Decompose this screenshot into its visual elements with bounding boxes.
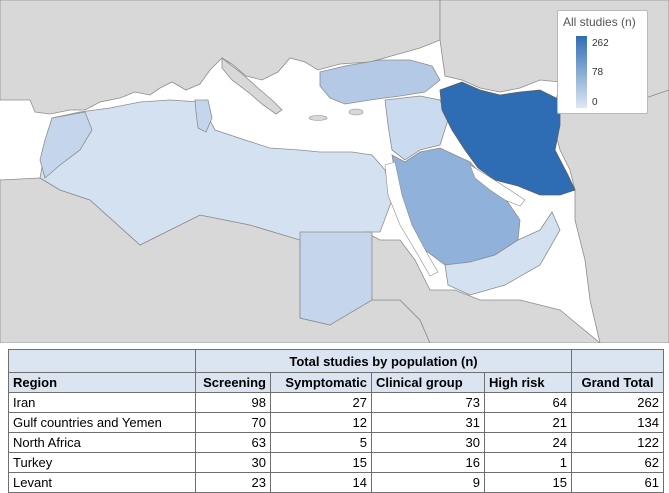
cell-screening: 98 bbox=[195, 392, 271, 413]
region-iran[interactable] bbox=[439, 81, 576, 196]
region-levant bbox=[384, 95, 449, 161]
cell-symptomatic: 27 bbox=[270, 392, 372, 413]
table-row: Turkey 30 15 16 1 62 bbox=[8, 452, 664, 473]
col-clinical-group: Clinical group bbox=[371, 372, 485, 393]
cell-high-risk: 1 bbox=[484, 452, 572, 473]
table-group-header-row: Total studies by population (n) bbox=[8, 349, 664, 373]
col-screening: Screening bbox=[195, 372, 271, 393]
group-header: Total studies by population (n) bbox=[195, 349, 572, 373]
cell-clinical-group: 9 bbox=[371, 472, 485, 493]
cell-screening: 23 bbox=[195, 472, 271, 493]
table-row: Gulf countries and Yemen 70 12 31 21 134 bbox=[8, 412, 664, 433]
col-high-risk: High risk bbox=[484, 372, 572, 393]
cell-region: North Africa bbox=[8, 432, 196, 453]
north-africa-sudan bbox=[299, 231, 373, 326]
region-turkey bbox=[319, 59, 441, 105]
italy bbox=[221, 57, 283, 115]
north-africa-tunisia bbox=[194, 99, 213, 133]
cell-region: Levant bbox=[8, 472, 196, 493]
cell-screening: 70 bbox=[195, 412, 271, 433]
cell-clinical-group: 31 bbox=[371, 412, 485, 433]
cell-region: Gulf countries and Yemen bbox=[8, 412, 196, 433]
legend-title: All studies (n) bbox=[563, 15, 636, 29]
cell-symptomatic: 5 bbox=[270, 432, 372, 453]
col-region: Region bbox=[8, 372, 196, 393]
cell-grand-total: 262 bbox=[571, 392, 664, 413]
red-sea bbox=[384, 161, 439, 277]
header-empty-right bbox=[571, 349, 664, 373]
header-empty-left bbox=[8, 349, 196, 373]
cell-high-risk: 21 bbox=[484, 412, 572, 433]
cell-region: Iran bbox=[8, 392, 196, 413]
map-legend: All studies (n) 262 78 0 bbox=[557, 10, 648, 114]
cell-screening: 63 bbox=[195, 432, 271, 453]
table-row: Levant 23 14 9 15 61 bbox=[8, 472, 664, 493]
col-symptomatic: Symptomatic bbox=[270, 372, 372, 393]
cell-high-risk: 15 bbox=[484, 472, 572, 493]
persian-gulf bbox=[469, 164, 526, 207]
cell-grand-total: 122 bbox=[571, 432, 664, 453]
table-row: Iran 98 27 73 64 262 bbox=[8, 392, 664, 413]
legend-tick-mid: 78 bbox=[592, 67, 604, 78]
cell-region: Turkey bbox=[8, 452, 196, 473]
cell-symptomatic: 15 bbox=[270, 452, 372, 473]
cell-clinical-group: 73 bbox=[371, 392, 485, 413]
legend-tick-max: 262 bbox=[592, 38, 609, 49]
legend-tick-min: 0 bbox=[592, 97, 598, 108]
col-grand-total: Grand Total bbox=[571, 372, 664, 393]
gulf-yemen-oman bbox=[444, 211, 561, 296]
table-header-row: Region Screening Symptomatic Clinical gr… bbox=[8, 372, 664, 393]
north-africa-morocco bbox=[39, 111, 93, 179]
horn-of-africa bbox=[364, 231, 601, 343]
cell-screening: 30 bbox=[195, 452, 271, 473]
cell-grand-total: 134 bbox=[571, 412, 664, 433]
cell-high-risk: 24 bbox=[484, 432, 572, 453]
cell-symptomatic: 12 bbox=[270, 412, 372, 433]
cyprus bbox=[348, 108, 364, 116]
cell-high-risk: 64 bbox=[484, 392, 572, 413]
table-row: North Africa 63 5 30 24 122 bbox=[8, 432, 664, 453]
crete bbox=[308, 115, 328, 121]
cell-clinical-group: 16 bbox=[371, 452, 485, 473]
studies-table: Total studies by population (n) Region S… bbox=[8, 349, 664, 493]
legend-color-scale bbox=[576, 36, 587, 108]
cell-clinical-group: 30 bbox=[371, 432, 485, 453]
cell-grand-total: 62 bbox=[571, 452, 664, 473]
cell-grand-total: 61 bbox=[571, 472, 664, 493]
cell-symptomatic: 14 bbox=[270, 472, 372, 493]
